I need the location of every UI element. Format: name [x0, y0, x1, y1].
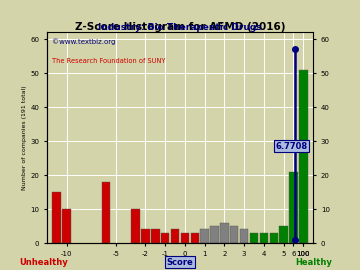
Bar	[131, 209, 140, 243]
Bar	[141, 230, 150, 243]
Text: Healthy: Healthy	[295, 258, 332, 266]
Bar	[210, 226, 219, 243]
Bar	[230, 226, 238, 243]
Bar	[53, 192, 61, 243]
Bar	[299, 70, 307, 243]
Bar	[289, 172, 298, 243]
Bar	[190, 233, 199, 243]
Bar	[260, 233, 268, 243]
Text: ©www.textbiz.org: ©www.textbiz.org	[52, 39, 116, 45]
Text: 6.7708: 6.7708	[275, 142, 307, 151]
Text: Industry: Bio Therapeutic Drugs: Industry: Bio Therapeutic Drugs	[98, 23, 262, 32]
Bar	[181, 233, 189, 243]
Bar	[220, 223, 229, 243]
Bar	[270, 233, 278, 243]
Bar	[240, 230, 248, 243]
Bar	[201, 230, 209, 243]
Text: Score: Score	[167, 258, 193, 266]
Bar	[250, 233, 258, 243]
Y-axis label: Number of companies (191 total): Number of companies (191 total)	[22, 85, 27, 190]
Bar	[102, 182, 110, 243]
Text: Unhealthy: Unhealthy	[19, 258, 68, 266]
Bar	[151, 230, 159, 243]
Bar	[62, 209, 71, 243]
Bar	[161, 233, 170, 243]
Title: Z-Score Histogram for AFMD (2016): Z-Score Histogram for AFMD (2016)	[75, 22, 285, 32]
Bar	[171, 230, 179, 243]
Bar	[279, 226, 288, 243]
Text: The Research Foundation of SUNY: The Research Foundation of SUNY	[52, 58, 166, 64]
